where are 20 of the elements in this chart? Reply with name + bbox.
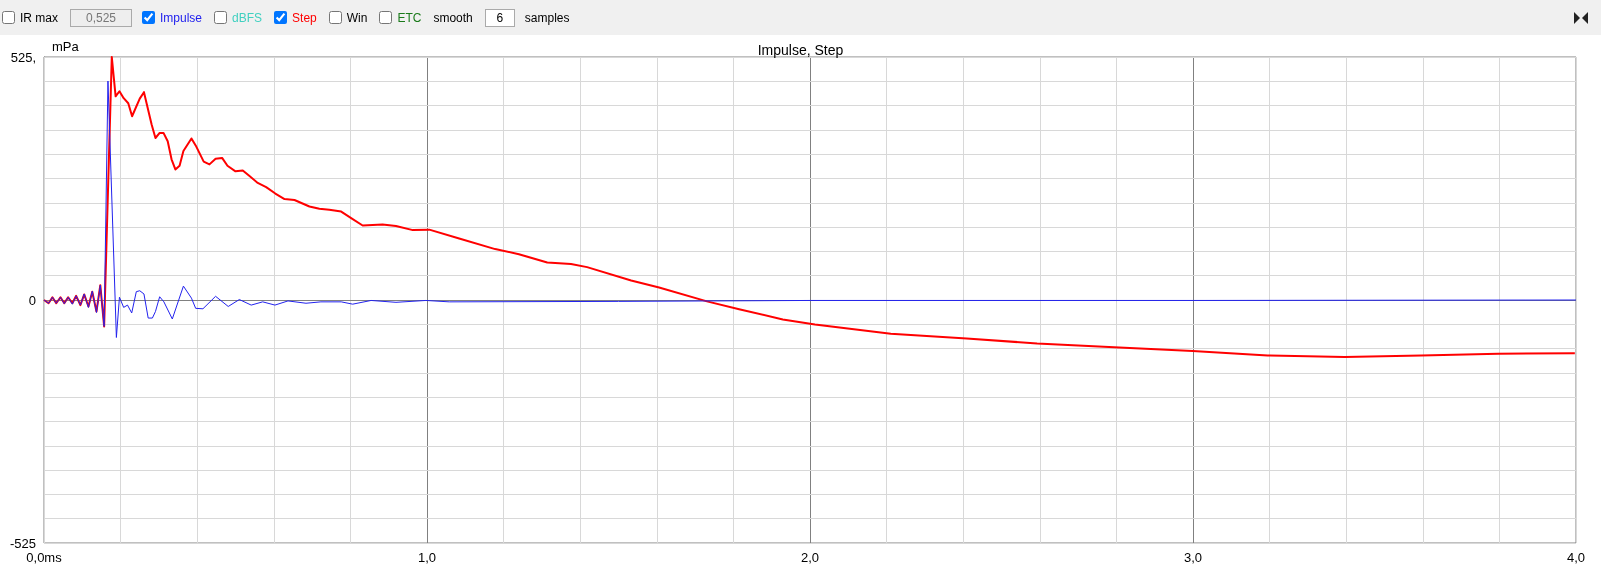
chart-title: Impulse, Step (757, 42, 844, 58)
x-tick-label: 0,0ms (26, 550, 63, 565)
x-tick-label: 2,0 (800, 550, 820, 565)
y-tick-label: 0 (28, 292, 36, 308)
text: Impulse (160, 10, 203, 25)
text: IR max (20, 10, 59, 25)
y-tick-label: 525, (10, 49, 36, 65)
text: Win (346, 10, 368, 25)
text: smooth (433, 10, 473, 25)
text-field: 6 (484, 8, 515, 27)
x-tick-label: 4,0 (1566, 550, 1586, 565)
text: ETC (397, 10, 422, 25)
text: dBFS (232, 10, 263, 25)
y-tick-label: -525 (9, 535, 36, 551)
x-tick-label: 1,0 (417, 550, 437, 565)
x-tick-label: 3,0 (1183, 550, 1203, 565)
y-axis-title: mPa (52, 39, 80, 54)
text: Step (292, 10, 317, 25)
text: samples (524, 10, 570, 25)
text-field: 0,525 (70, 8, 132, 27)
